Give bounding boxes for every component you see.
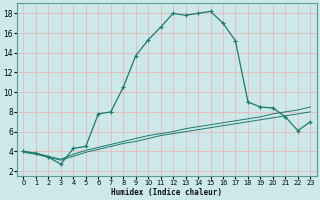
X-axis label: Humidex (Indice chaleur): Humidex (Indice chaleur) bbox=[111, 188, 222, 197]
